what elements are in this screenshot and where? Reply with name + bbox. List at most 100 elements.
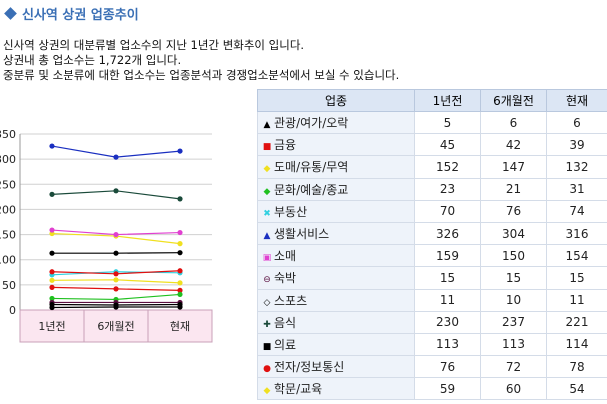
- industry-cell: ✖ 부동산: [257, 199, 415, 223]
- industry-cell: ■ 금융: [257, 133, 415, 157]
- series-marker-icon: ▲: [263, 231, 271, 242]
- y-tick-label: 150: [0, 229, 16, 242]
- value-cell: 150: [480, 244, 547, 268]
- data-point: [177, 250, 183, 256]
- table-header-row: 업종 1년전 6개월전 현재: [257, 89, 607, 112]
- series-marker-icon: ■: [262, 142, 272, 153]
- value-cell: 76: [480, 199, 547, 223]
- industry-name: 숙박: [274, 271, 297, 286]
- data-point: [49, 295, 55, 302]
- data-point: [177, 196, 183, 202]
- value-cell: 42: [480, 133, 547, 157]
- data-point: [49, 277, 55, 283]
- data-point: [113, 277, 119, 283]
- y-tick-label: 350: [0, 128, 16, 141]
- series-marker-icon: ✖: [263, 208, 271, 219]
- data-point: [49, 227, 55, 233]
- table-row: ◇ 스포츠 11 10 11: [257, 288, 607, 312]
- industry-name: 음식: [274, 315, 297, 330]
- data-point: [49, 284, 55, 290]
- series-marker-icon: ▲: [263, 120, 271, 131]
- trend-chart: 0 50 100 150 200 250 300 350 1년전 6개월전 현재: [0, 118, 220, 346]
- value-cell: 60: [480, 377, 547, 401]
- value-cell: 113: [414, 332, 481, 357]
- series-marker-icon: ◆: [263, 164, 271, 175]
- value-cell: 230: [414, 310, 481, 334]
- industry-name: 스포츠: [274, 293, 308, 308]
- value-cell: 6: [480, 110, 547, 135]
- data-point: [177, 241, 183, 247]
- data-point: [177, 301, 183, 308]
- y-tick-label: 50: [2, 279, 16, 292]
- data-point: [177, 287, 183, 293]
- value-cell: 316: [546, 221, 607, 246]
- value-cell: 39: [546, 133, 607, 157]
- x-tick-label: 6개월전: [97, 320, 134, 333]
- industry-name: 의료: [274, 337, 297, 352]
- value-cell: 326: [414, 221, 481, 246]
- table-body: ▲ 관광/여가/오락 5 6 6 ■ 금융 45 42 39 ◆ 도매/유통/무역 152 147 132 ◆…: [257, 110, 607, 401]
- value-cell: 152: [414, 155, 481, 179]
- value-cell: 23: [414, 177, 481, 201]
- description-line: 중분류 및 소분류에 대한 업소수는 업종분석과 경쟁업소분석에서 보실 수 있…: [3, 68, 400, 82]
- table-row: ◆ 도매/유통/무역 152 147 132: [257, 155, 607, 179]
- data-point: [113, 250, 119, 256]
- value-cell: 11: [414, 288, 481, 312]
- industry-cell: ◆ 학문/교육: [257, 377, 415, 401]
- y-tick-label: 300: [0, 153, 16, 166]
- data-point: [49, 301, 55, 308]
- x-tick-label: 현재: [170, 320, 190, 333]
- value-cell: 15: [546, 266, 607, 290]
- industry-name: 학문/교육: [274, 382, 323, 397]
- industry-name: 문화/예술/종교: [274, 182, 349, 197]
- series-marker-icon: ●: [263, 364, 271, 375]
- data-point: [177, 229, 183, 236]
- value-cell: 45: [414, 133, 481, 157]
- table-row: ● 전자/정보통신 76 72 78: [257, 355, 607, 379]
- data-point: [113, 231, 119, 238]
- x-axis-band: [19, 309, 213, 343]
- industry-name: 생활서비스: [274, 227, 330, 242]
- data-point: [113, 302, 119, 308]
- value-cell: 304: [480, 221, 547, 246]
- industry-table: 업종 1년전 6개월전 현재 ▲ 관광/여가/오락 5 6 6 ■ 금융 45 42 39 ◆ 도매/…: [257, 89, 607, 401]
- value-cell: 159: [414, 244, 481, 268]
- value-cell: 221: [546, 310, 607, 334]
- industry-cell: ◆ 문화/예술/종교: [257, 177, 415, 201]
- table-row: ◆ 학문/교육 59 60 54: [257, 377, 607, 401]
- value-cell: 114: [546, 332, 607, 357]
- page-title: 신사역 상권 업종추이: [2, 4, 139, 23]
- series-marker-icon: ✚: [263, 319, 271, 330]
- industry-cell: ▣ 소매: [257, 244, 415, 268]
- description-line: 신사역 상권의 대분류별 업소수의 지난 1년간 변화추이 입니다.: [3, 38, 305, 52]
- value-cell: 21: [480, 177, 547, 201]
- series-marker-icon: ⊖: [263, 275, 271, 286]
- industry-cell: ▲ 생활서비스: [257, 221, 415, 246]
- value-cell: 74: [546, 199, 607, 223]
- value-cell: 15: [414, 266, 481, 290]
- value-cell: 237: [480, 310, 547, 334]
- table-row: ✖ 부동산 70 76 74: [257, 199, 607, 223]
- y-tick-label: 0: [9, 304, 16, 317]
- industry-name: 전자/정보통신: [274, 360, 345, 375]
- value-cell: 11: [546, 288, 607, 312]
- value-cell: 113: [480, 332, 547, 357]
- industry-cell: ● 전자/정보통신: [257, 355, 415, 379]
- value-cell: 6: [546, 110, 607, 135]
- trend-chart-svg: 0 50 100 150 200 250 300 350 1년전 6개월전 현재: [0, 128, 213, 343]
- value-cell: 10: [480, 288, 547, 312]
- value-cell: 78: [546, 355, 607, 379]
- table-row: ◆ 문화/예술/종교 23 21 31: [257, 177, 607, 201]
- industry-name: 부동산: [274, 204, 308, 219]
- table-row: ■ 금융 45 42 39: [257, 133, 607, 157]
- data-point: [49, 269, 55, 275]
- y-tick-label: 100: [0, 254, 16, 267]
- industry-name: 관광/여가/오락: [274, 116, 349, 131]
- data-point: [177, 291, 183, 298]
- table-row: ⊖ 숙박 15 15 15: [257, 266, 607, 290]
- table-row: ■ 의료 113 113 114: [257, 332, 607, 357]
- y-tick-label: 250: [0, 178, 16, 191]
- table-row: ▲ 생활서비스 326 304 316: [257, 221, 607, 246]
- data-point: [113, 154, 119, 160]
- industry-name: 소매: [274, 249, 297, 264]
